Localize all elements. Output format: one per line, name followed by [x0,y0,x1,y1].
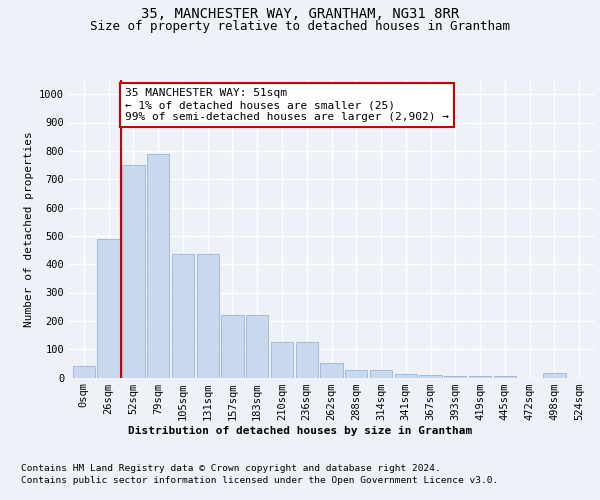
Bar [469,376,491,378]
Bar [494,376,516,378]
Y-axis label: Number of detached properties: Number of detached properties [23,131,34,326]
Text: Contains HM Land Registry data © Crown copyright and database right 2024.: Contains HM Land Registry data © Crown c… [21,464,441,473]
Bar [73,366,95,378]
Bar [147,154,169,378]
Bar [97,238,120,378]
Bar [122,165,145,378]
Bar [444,376,466,378]
Bar [296,342,318,378]
Bar [370,370,392,378]
Bar [172,254,194,378]
Text: 35 MANCHESTER WAY: 51sqm
← 1% of detached houses are smaller (25)
99% of semi-de: 35 MANCHESTER WAY: 51sqm ← 1% of detache… [125,88,449,122]
Bar [221,315,244,378]
Text: Size of property relative to detached houses in Grantham: Size of property relative to detached ho… [90,20,510,33]
Bar [246,315,268,378]
Bar [395,374,417,378]
Bar [419,374,442,378]
Bar [320,364,343,378]
Text: Distribution of detached houses by size in Grantham: Distribution of detached houses by size … [128,426,472,436]
Text: 35, MANCHESTER WAY, GRANTHAM, NG31 8RR: 35, MANCHESTER WAY, GRANTHAM, NG31 8RR [141,8,459,22]
Bar [271,342,293,378]
Bar [197,254,219,378]
Bar [543,373,566,378]
Text: Contains public sector information licensed under the Open Government Licence v3: Contains public sector information licen… [21,476,498,485]
Bar [345,370,367,378]
